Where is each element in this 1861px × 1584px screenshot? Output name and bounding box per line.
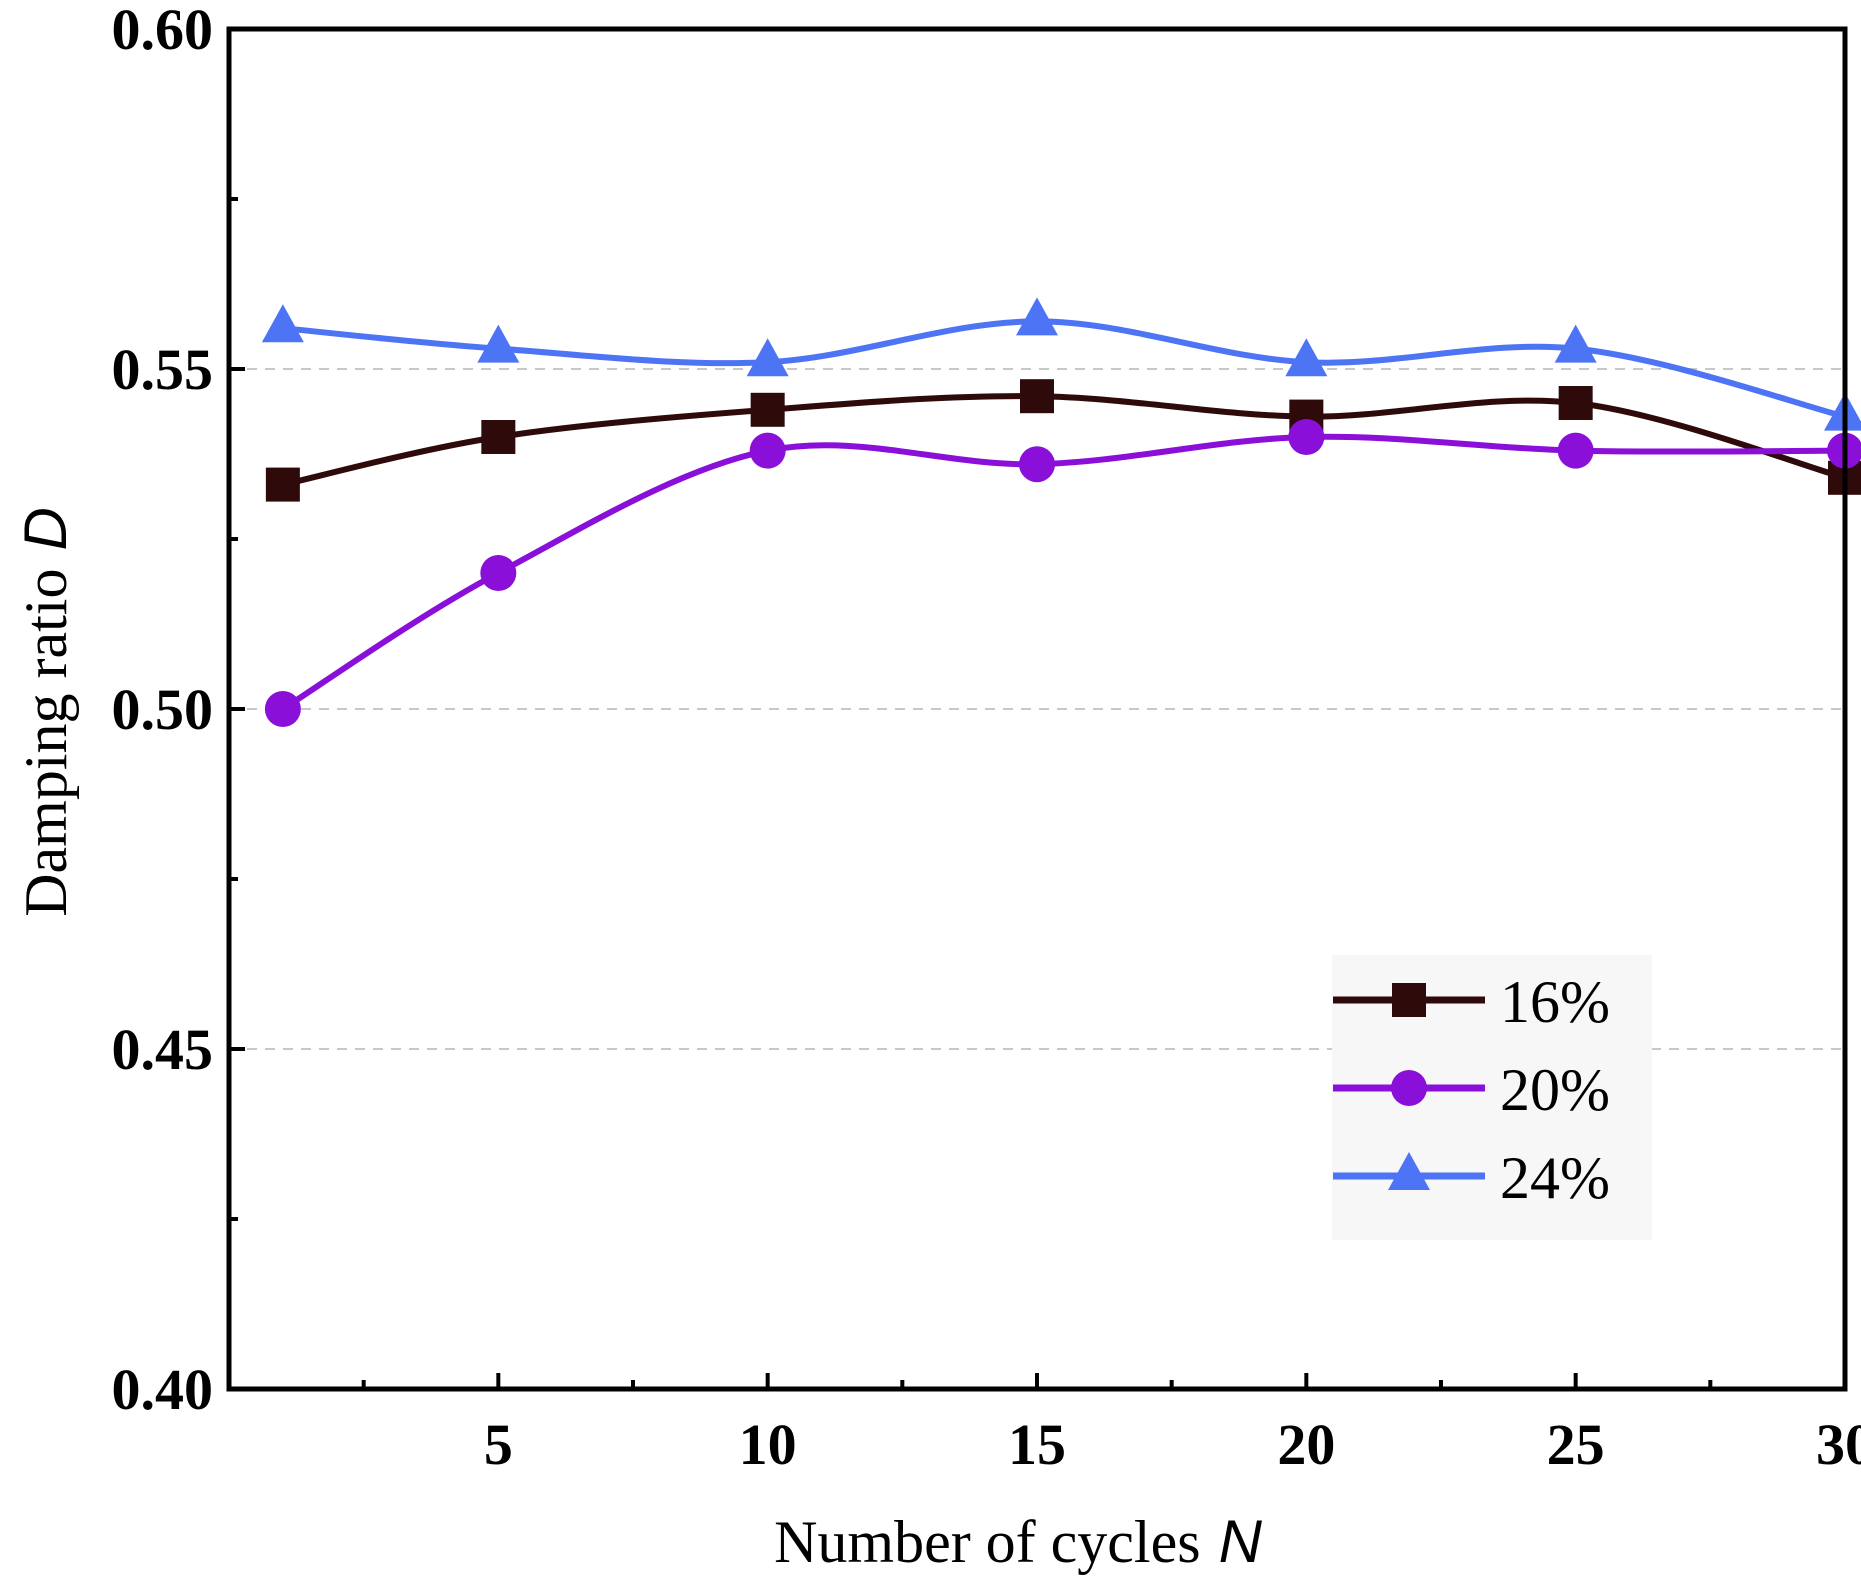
- data-point-circle: [749, 432, 786, 469]
- y-tick-label: 0.55: [112, 337, 214, 402]
- data-point-triangle: [1016, 297, 1058, 336]
- legend-label: 16%: [1500, 969, 1610, 1035]
- x-tick-label: 15: [1008, 1412, 1066, 1477]
- series-20pct: [264, 419, 1861, 727]
- series-line: [282, 393, 1846, 488]
- legend-marker-triangle: [1388, 1152, 1430, 1190]
- plot-series: [261, 297, 1861, 727]
- series-line: [281, 433, 1846, 712]
- data-point-circle: [264, 691, 301, 727]
- data-point-square: [481, 420, 516, 454]
- data-point-square: [265, 467, 300, 502]
- data-point-square: [1558, 386, 1593, 420]
- data-point-triangle: [746, 338, 789, 377]
- y-tick-label: 0.45: [112, 1017, 214, 1082]
- x-tick-label: 25: [1547, 1412, 1605, 1477]
- axis-ticks: 5 10 15 20 25 30 0.40 0.45 0.50 0.55 0.60: [112, 0, 1861, 1477]
- legend-marker-circle: [1391, 1070, 1427, 1106]
- legend-label: 20%: [1500, 1057, 1610, 1123]
- data-point-circle: [480, 555, 517, 591]
- y-tick-label: 0.60: [112, 0, 214, 62]
- x-tick-label: 10: [739, 1412, 797, 1477]
- y-tick-label: 0.50: [112, 677, 214, 742]
- y-axis-title: Damping ratio D: [12, 507, 79, 917]
- data-point-circle: [1557, 432, 1594, 469]
- x-tick-label: 30: [1816, 1412, 1861, 1477]
- data-point-triangle: [1554, 324, 1597, 363]
- x-axis-title: Number of cycles N: [774, 1508, 1263, 1575]
- series-24pct: [261, 297, 1861, 431]
- data-point-square: [750, 392, 785, 427]
- x-tick-label: 20: [1277, 1412, 1335, 1477]
- series-16pct: [265, 379, 1861, 502]
- data-point-circle: [1019, 446, 1055, 483]
- x-tick-label: 5: [484, 1412, 513, 1477]
- legend-marker-square: [1392, 983, 1426, 1017]
- legend: 16% 20% 24%: [1332, 955, 1652, 1240]
- legend-label: 24%: [1500, 1145, 1610, 1211]
- data-point-triangle: [477, 324, 520, 363]
- y-tick-label: 0.40: [112, 1357, 214, 1422]
- data-point-triangle: [261, 304, 304, 343]
- data-point-circle: [1288, 419, 1325, 455]
- data-point-square: [1020, 379, 1054, 414]
- data-point-triangle: [1285, 338, 1328, 377]
